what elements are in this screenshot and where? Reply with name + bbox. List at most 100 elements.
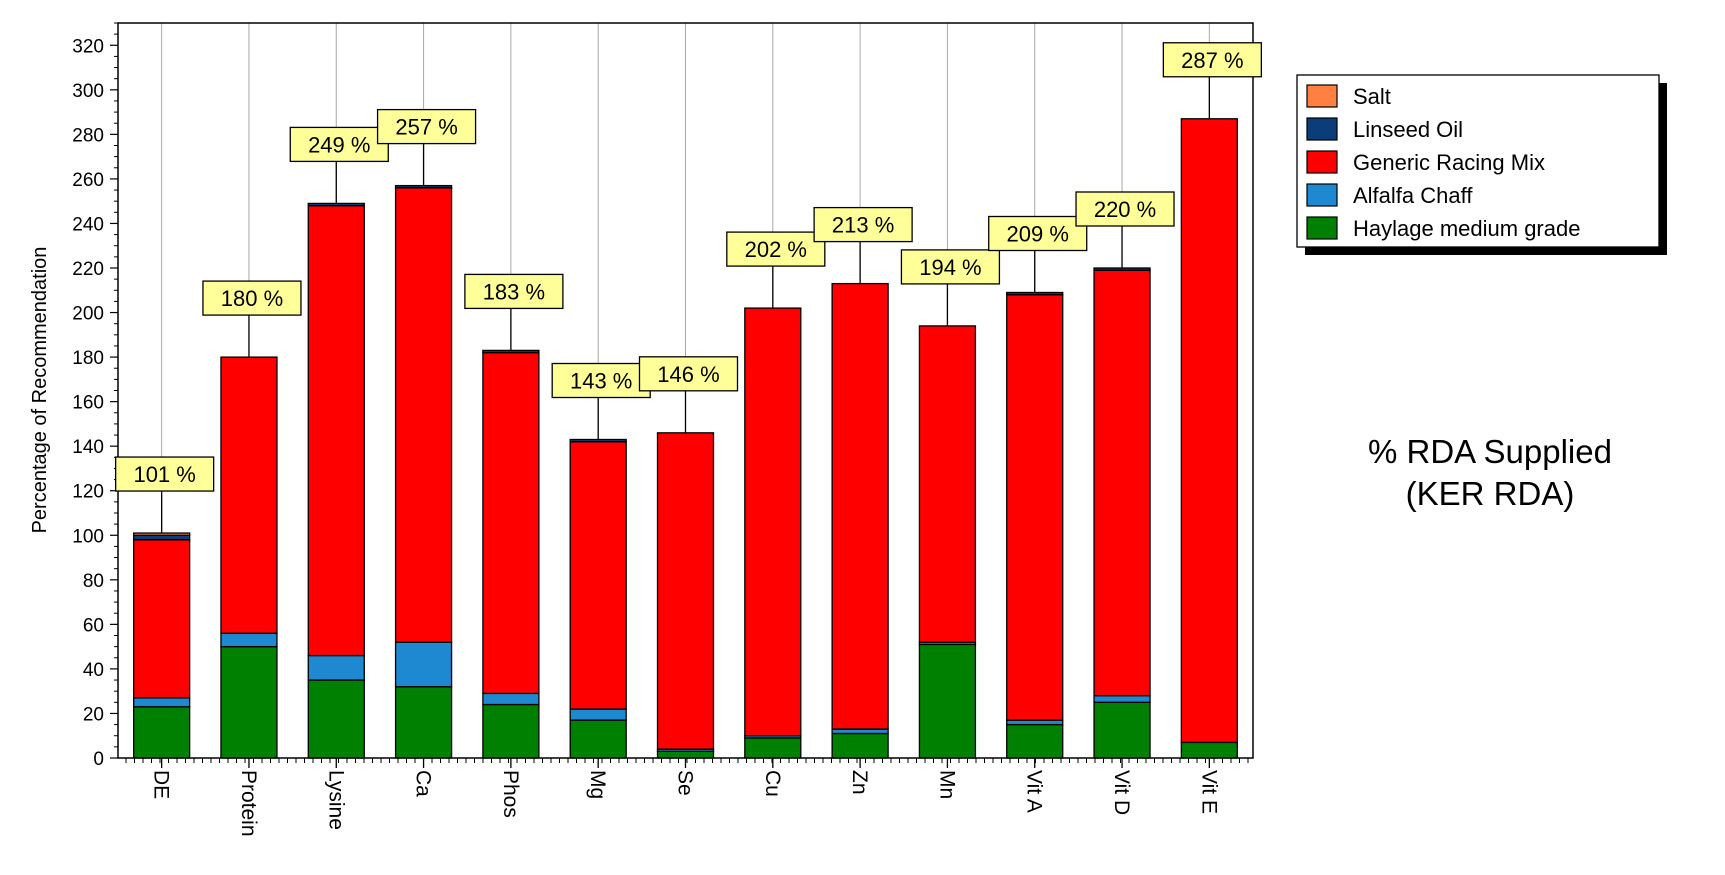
bar-segment-linseed-oil	[482, 349, 540, 354]
total-label: 194 %	[919, 255, 981, 280]
total-label-box	[115, 456, 215, 492]
bar-segment-haylage-medium-grade	[1093, 701, 1151, 759]
x-tick-label: Ca	[412, 770, 435, 797]
bar-segment-generic-racing-mix	[1006, 294, 1064, 721]
legend-label: Salt	[1353, 84, 1391, 109]
y-tick-label: 160	[72, 393, 104, 414]
legend-swatch	[1306, 183, 1338, 207]
x-tick-label: Mg	[586, 770, 609, 799]
legend-label: Generic Racing Mix	[1353, 150, 1545, 175]
total-label: 202 %	[745, 237, 807, 262]
bar-segment-alfalfa-chaff	[394, 641, 453, 688]
legend: Salt Linseed Oil Generic Racing Mix Alfalfa…	[1296, 74, 1667, 255]
bar-segment-haylage-medium-grade	[656, 750, 715, 759]
x-tick-label: Phos	[499, 770, 522, 818]
bar-segment-generic-racing-mix	[569, 441, 627, 710]
total-label: 183 %	[483, 279, 545, 304]
axes: 0 20 40 60 80 100 120 140 160 180 200 220 240 260 280 3…	[72, 22, 1254, 837]
total-label-box	[376, 108, 477, 145]
bar-segment-alfalfa-chaff	[482, 692, 540, 706]
total-label-box	[289, 126, 389, 163]
bar-segment-generic-racing-mix	[482, 351, 540, 695]
bar-segment-alfalfa-chaff	[1093, 694, 1151, 703]
x-tick-label: Se	[674, 770, 697, 796]
total-label-box	[1075, 191, 1175, 227]
total-label: 249 %	[308, 132, 370, 157]
x-tick-label: Vit A	[1023, 770, 1046, 813]
bar-segment-haylage-medium-grade	[1180, 741, 1238, 759]
legend-swatch	[1306, 150, 1338, 174]
y-tick-label: 60	[83, 615, 104, 636]
bar-segment-linseed-oil	[1093, 267, 1151, 271]
total-label: 213 %	[832, 213, 894, 238]
side-title-line-1: % RDA Supplied	[1368, 433, 1612, 470]
y-tick-label: 200	[72, 304, 104, 325]
total-annotations: 101 % 180 % 249 % 257 % 183 % 143 % 146 % 202 %…	[115, 42, 1262, 534]
legend-label: Linseed Oil	[1353, 117, 1463, 142]
x-tick-label: Lysine	[324, 770, 347, 830]
total-label: 143 %	[570, 369, 632, 394]
total-label-box	[813, 206, 913, 243]
bar-segment-linseed-oil	[569, 438, 627, 443]
bar-segment-generic-racing-mix	[1093, 269, 1151, 697]
total-label-box	[464, 273, 564, 310]
bar-segment-generic-racing-mix	[656, 432, 715, 750]
total-label-box	[988, 215, 1088, 252]
total-label: 287 %	[1181, 48, 1243, 73]
y-tick-label: 320	[72, 36, 104, 57]
y-tick-label: 100	[72, 526, 104, 547]
bar-segment-haylage-medium-grade	[307, 679, 365, 759]
bar-segment-generic-racing-mix	[831, 282, 889, 730]
x-tick-label: Vit D	[1110, 770, 1133, 815]
bar-segment-alfalfa-chaff	[220, 632, 278, 648]
legend-swatch	[1306, 117, 1338, 141]
bar-segment-linseed-oil	[1006, 291, 1064, 296]
y-tick-label: 280	[72, 125, 104, 146]
bar-segment-haylage-medium-grade	[744, 737, 802, 759]
side-title-line-2: (KER RDA)	[1406, 475, 1575, 512]
legend-swatch	[1306, 216, 1338, 240]
y-tick-label: 240	[72, 214, 104, 235]
bar-segment-haylage-medium-grade	[1006, 723, 1064, 759]
total-label-box	[1162, 42, 1262, 78]
y-tick-label: 20	[83, 704, 104, 725]
bar-segment-generic-racing-mix	[220, 356, 278, 634]
total-label-box	[726, 231, 826, 267]
y-axis-title: Percentage of Recommendation	[29, 247, 51, 534]
total-label-box	[900, 249, 1001, 285]
y-tick-label: 0	[93, 749, 104, 770]
bar-segment-haylage-medium-grade	[220, 645, 278, 759]
bar-segment-alfalfa-chaff	[569, 708, 627, 721]
total-label: 209 %	[1007, 222, 1069, 247]
bar-segment-generic-racing-mix	[133, 539, 191, 699]
total-label-box	[551, 362, 651, 399]
x-tick-label: DE	[150, 770, 173, 799]
bar-segment-generic-racing-mix	[744, 307, 802, 737]
bar-segment-salt	[133, 532, 191, 536]
x-tick-label: Cu	[761, 770, 784, 797]
bar-segment-generic-racing-mix	[307, 204, 365, 657]
legend-swatch	[1306, 84, 1338, 108]
total-label-box	[202, 280, 302, 316]
side-title: % RDA Supplied (KER RDA)	[1368, 433, 1612, 512]
bar-segment-generic-racing-mix	[1180, 118, 1238, 744]
bar-segment-alfalfa-chaff	[1006, 719, 1064, 726]
bar-segment-haylage-medium-grade	[394, 686, 453, 759]
total-label: 101 %	[133, 462, 195, 487]
bar-segment-linseed-oil	[307, 202, 365, 207]
y-tick-label: 220	[72, 259, 104, 280]
bar-segment-generic-racing-mix	[394, 187, 453, 643]
y-tick-label: 80	[83, 571, 104, 592]
total-label: 220 %	[1094, 197, 1156, 222]
bar-segment-alfalfa-chaff	[307, 654, 365, 681]
bar-segment-generic-racing-mix	[918, 325, 977, 643]
total-label: 257 %	[395, 115, 457, 140]
y-tick-label: 40	[83, 660, 104, 681]
legend-box	[1296, 74, 1660, 248]
x-tick-label: Mn	[935, 770, 958, 799]
legend-label: Alfalfa Chaff	[1353, 183, 1473, 208]
bars	[133, 118, 1238, 759]
y-tick-label: 140	[72, 437, 104, 458]
y-tick-label: 120	[72, 482, 104, 503]
total-label: 180 %	[221, 286, 283, 311]
